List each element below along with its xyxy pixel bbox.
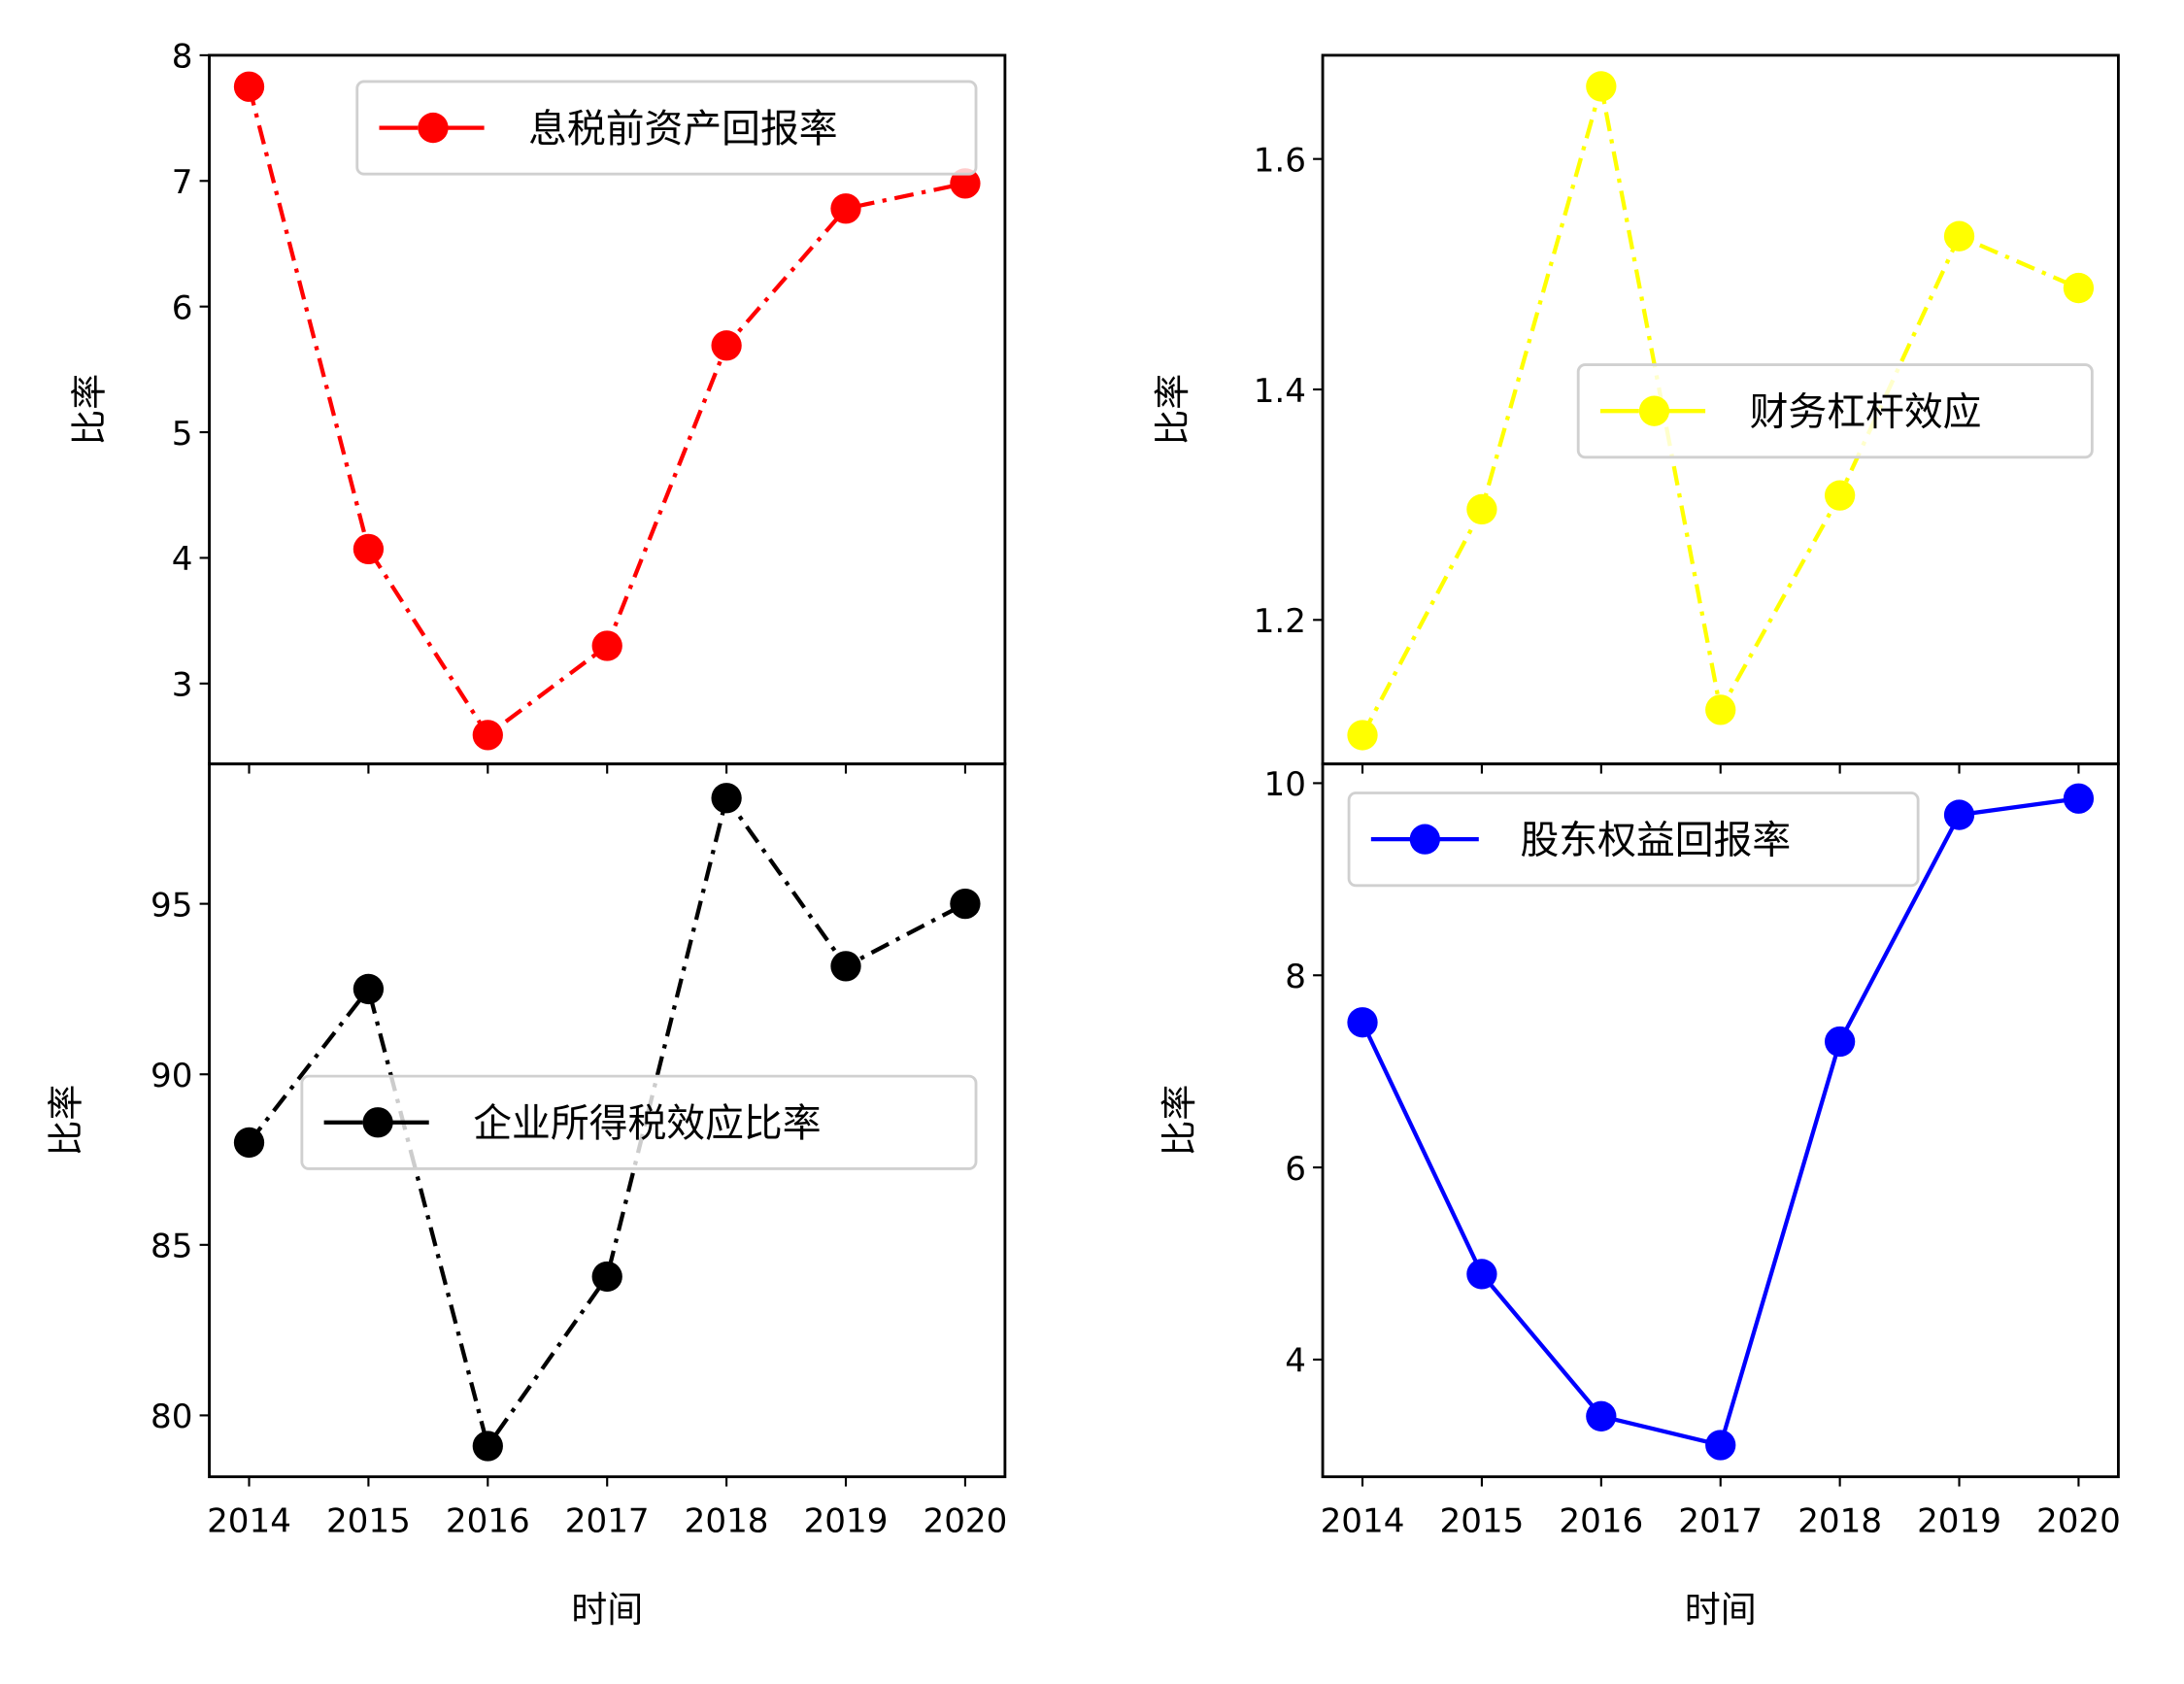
data-point-marker xyxy=(353,973,385,1005)
data-point-marker xyxy=(1824,480,1856,511)
data-point-marker xyxy=(233,71,265,102)
y-tick-label: 8 xyxy=(172,38,193,77)
data-point-marker xyxy=(1824,1026,1856,1058)
axes-frame xyxy=(208,762,1007,1479)
legend-marker-icon xyxy=(362,1107,393,1138)
y-axis-label: 比率 xyxy=(1159,1085,1200,1157)
data-point-marker xyxy=(1586,1400,1617,1431)
data-point-marker xyxy=(1705,694,1736,725)
data-point-marker xyxy=(591,1261,622,1293)
data-point-marker xyxy=(1705,1430,1736,1461)
y-axis-label: 比率 xyxy=(1152,374,1193,446)
data-point-marker xyxy=(1347,1007,1378,1038)
data-point-marker xyxy=(1466,493,1497,525)
x-axis-label: 时间 xyxy=(1685,1589,1757,1631)
chart-panel-bottom-right: 4 6 8 10 2014 2015 2016 2017 2018 2019 2020 股东权益回报率… xyxy=(1159,762,2121,1631)
x-axis-label: 时间 xyxy=(571,1589,643,1631)
y-tick-label: 3 xyxy=(172,666,193,705)
y-tick-label: 4 xyxy=(1285,1342,1306,1381)
data-point-marker xyxy=(1466,1259,1497,1290)
data-point-marker xyxy=(711,783,742,814)
axes-frame xyxy=(1321,762,2120,1479)
y-tick-label: 8 xyxy=(1285,958,1306,996)
y-tick-label: 7 xyxy=(172,163,193,202)
data-point-marker xyxy=(1347,720,1378,751)
data-point-marker xyxy=(233,1127,265,1159)
data-point-marker xyxy=(1586,71,1617,102)
chart-panel-bottom-left: 80 85 90 95 2014 2015 2016 2017 2018 2019 2020 企业所得… xyxy=(45,762,1007,1631)
legend-box xyxy=(1347,791,1920,888)
data-point-marker xyxy=(2063,272,2095,304)
legend-marker-icon xyxy=(1409,824,1440,855)
y-tick-label: 90 xyxy=(151,1057,192,1095)
x-tick-label: 2014 xyxy=(1321,1502,1405,1541)
y-tick-label: 1.4 xyxy=(1254,372,1306,411)
x-tick-label: 2014 xyxy=(207,1502,291,1541)
data-point-marker xyxy=(1943,799,1975,830)
data-point-marker xyxy=(950,888,981,920)
y-tick-label: 1.2 xyxy=(1254,602,1306,641)
data-point-marker xyxy=(830,193,861,224)
data-point-marker xyxy=(353,533,385,565)
y-axis-label: 比率 xyxy=(45,1085,86,1157)
x-tick-label: 2016 xyxy=(446,1502,530,1541)
y-tick-label: 6 xyxy=(1285,1150,1306,1189)
data-point-marker xyxy=(830,951,861,982)
x-tick-label: 2015 xyxy=(1439,1502,1524,1541)
x-tick-label: 2015 xyxy=(326,1502,411,1541)
y-tick-label: 80 xyxy=(151,1398,192,1436)
y-tick-label: 10 xyxy=(1264,765,1306,804)
legend-label: 股东权益回报率 xyxy=(1520,818,1791,862)
legend-label: 企业所得税效应比率 xyxy=(473,1101,821,1146)
x-tick-label: 2016 xyxy=(1559,1502,1643,1541)
y-tick-label: 1.6 xyxy=(1254,141,1306,180)
y-tick-label: 5 xyxy=(172,415,193,454)
y-tick-label: 85 xyxy=(151,1228,192,1266)
data-point-marker xyxy=(472,1431,503,1462)
legend-box xyxy=(300,1074,978,1170)
y-tick-label: 95 xyxy=(151,886,192,925)
legend-label: 财务杠杆效应 xyxy=(1750,389,1982,434)
chart-panel-top-right: 1.2 1.4 1.6 财务杠杆效应 比率 xyxy=(1152,53,2120,774)
data-point-marker xyxy=(472,720,503,751)
legend-box xyxy=(355,80,978,176)
x-tick-label: 2017 xyxy=(565,1502,650,1541)
legend-marker-icon xyxy=(1638,395,1670,426)
x-tick-label: 2020 xyxy=(2036,1502,2121,1541)
data-point-marker xyxy=(1943,220,1975,252)
x-tick-label: 2018 xyxy=(1798,1502,1882,1541)
data-point-marker xyxy=(711,330,742,361)
data-point-marker xyxy=(591,630,622,661)
legend-label: 息税前资产回报率 xyxy=(528,107,838,152)
x-tick-label: 2019 xyxy=(1917,1502,2001,1541)
legend-marker-icon xyxy=(418,112,449,144)
y-axis-label: 比率 xyxy=(69,374,111,446)
x-tick-label: 2020 xyxy=(923,1502,1007,1541)
y-tick-label: 6 xyxy=(172,288,193,327)
data-point-marker xyxy=(2063,783,2095,814)
x-tick-label: 2019 xyxy=(804,1502,889,1541)
data-point-marker xyxy=(950,168,981,199)
y-tick-label: 4 xyxy=(172,540,193,579)
legend-box xyxy=(1576,363,2094,459)
x-tick-label: 2017 xyxy=(1678,1502,1763,1541)
x-tick-label: 2018 xyxy=(685,1502,769,1541)
